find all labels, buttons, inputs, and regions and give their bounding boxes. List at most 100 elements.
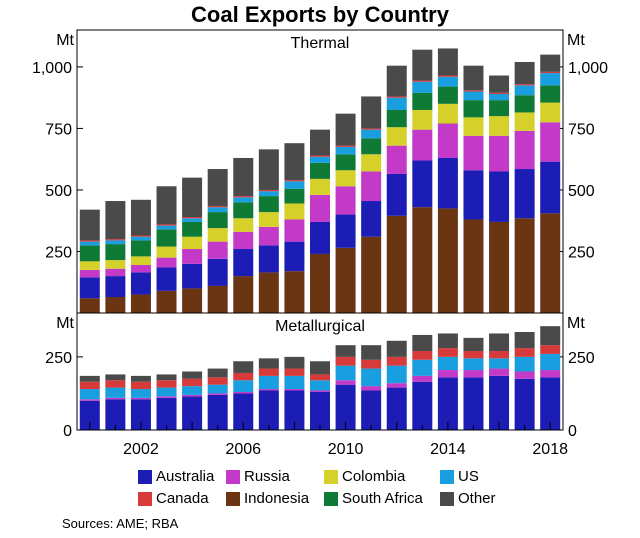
y-tick-label-left: 750	[45, 121, 72, 138]
bar-segment-metallurgical-australia-2002	[130, 399, 151, 430]
legend-item-australia: Australia	[138, 468, 214, 485]
bar-segment-thermal-indonesia-2001	[105, 297, 126, 313]
bar-segment-thermal-other-2013	[412, 49, 433, 81]
bar-segment-thermal-south-africa-2003	[156, 229, 177, 247]
bar-segment-thermal-australia-2001	[105, 276, 126, 298]
bar-segment-metallurgical-russia-2014	[437, 370, 458, 378]
legend-item-indonesia: Indonesia	[226, 490, 309, 507]
bar-segment-metallurgical-russia-2009	[310, 390, 330, 392]
bar-segment-metallurgical-russia-2002	[130, 397, 151, 400]
bar-segment-thermal-us-2011	[361, 129, 382, 139]
bar-segment-metallurgical-us-2013	[412, 359, 433, 376]
bar-segment-thermal-south-africa-2018	[540, 85, 561, 103]
bar-segment-thermal-other-2010	[335, 113, 356, 146]
bar-segment-metallurgical-us-2014	[437, 356, 458, 371]
bar-segment-thermal-other-2006	[233, 157, 254, 197]
bar-segment-thermal-canada-2002	[130, 235, 151, 237]
bar-segment-thermal-other-2000	[79, 209, 100, 241]
legend-label-other: Other	[458, 490, 496, 507]
bar-segment-metallurgical-russia-2003	[156, 396, 177, 398]
bar-segment-metallurgical-russia-2001	[105, 397, 126, 400]
bar-segment-thermal-south-africa-2017	[514, 95, 535, 113]
y-unit-right-metallurgical: Mt	[567, 315, 585, 332]
bar-segment-thermal-colombia-2015	[463, 117, 484, 136]
bar-segment-thermal-australia-2015	[463, 170, 484, 220]
y-tick-label-right: 750	[568, 121, 595, 138]
bar-segment-thermal-us-2013	[412, 81, 433, 93]
bar-segment-metallurgical-us-2008	[284, 375, 305, 390]
bar-segment-thermal-canada-2013	[412, 80, 433, 82]
bar-segment-metallurgical-australia-2006	[233, 393, 254, 430]
bar-segment-metallurgical-canada-2010	[335, 356, 356, 366]
bar-segment-thermal-south-africa-2010	[335, 154, 356, 171]
bar-segment-thermal-australia-2014	[437, 157, 458, 209]
bar-segment-metallurgical-us-2005	[207, 384, 228, 394]
bar-segment-thermal-south-africa-2007	[258, 196, 279, 213]
bar-segment-metallurgical-us-2012	[386, 365, 407, 384]
panel-title-thermal: Thermal	[291, 35, 350, 52]
bar-segment-thermal-colombia-2011	[361, 154, 382, 172]
bar-segment-thermal-us-2018	[540, 73, 561, 86]
bar-segment-thermal-russia-2018	[540, 122, 561, 162]
bar-segment-metallurgical-us-2010	[335, 365, 356, 381]
bar-segment-thermal-indonesia-2008	[284, 271, 305, 313]
bar-segment-metallurgical-australia-2007	[258, 390, 279, 430]
legend-label-south-africa: South Africa	[342, 490, 423, 507]
bar-segment-thermal-us-2014	[437, 76, 458, 87]
bar-segment-metallurgical-us-2016	[489, 358, 510, 369]
bar-segment-metallurgical-other-2002	[130, 375, 151, 382]
bar-segment-thermal-canada-2012	[386, 96, 407, 98]
bar-segment-metallurgical-us-2018	[540, 353, 561, 371]
bar-segment-metallurgical-australia-2004	[182, 396, 203, 430]
bar-segment-thermal-us-2009	[310, 156, 330, 163]
bar-segment-metallurgical-russia-2013	[412, 375, 433, 382]
bar-segment-thermal-other-2004	[182, 177, 203, 218]
x-tick-label: 2014	[430, 441, 466, 458]
bar-segment-thermal-canada-2014	[437, 75, 458, 77]
bar-segment-thermal-russia-2014	[437, 123, 458, 158]
bar-segment-thermal-canada-2018	[540, 71, 561, 74]
bar-segment-thermal-indonesia-2003	[156, 290, 177, 313]
bar-segment-metallurgical-canada-2012	[386, 356, 407, 366]
bar-segment-metallurgical-other-2009	[310, 361, 330, 375]
bar-segment-metallurgical-us-2017	[514, 356, 535, 372]
bar-segment-metallurgical-other-2006	[233, 361, 254, 373]
x-tick-label: 2018	[532, 441, 568, 458]
bar-segment-metallurgical-us-2009	[310, 380, 330, 391]
bar-segment-metallurgical-russia-2006	[233, 391, 254, 394]
bar-segment-thermal-russia-2007	[258, 226, 279, 246]
bar-segment-thermal-indonesia-2006	[233, 276, 254, 313]
bar-segment-metallurgical-canada-2015	[463, 351, 484, 359]
bar-segment-metallurgical-canada-2000	[79, 381, 100, 390]
bar-segment-metallurgical-other-2005	[207, 368, 228, 378]
bar-segment-thermal-other-2014	[437, 48, 458, 76]
bar-segment-metallurgical-other-2001	[105, 374, 126, 381]
bar-segment-metallurgical-us-2001	[105, 387, 126, 398]
bar-segment-metallurgical-russia-2008	[284, 389, 305, 391]
bar-segment-metallurgical-australia-2013	[412, 381, 433, 430]
bar-segment-thermal-us-2005	[207, 207, 228, 213]
y-tick-label-right: 250	[568, 350, 595, 367]
bar-segment-metallurgical-canada-2001	[105, 380, 126, 388]
bar-segment-thermal-russia-2009	[310, 194, 330, 222]
bar-segment-thermal-russia-2002	[130, 265, 151, 273]
bar-segment-thermal-indonesia-2016	[489, 221, 510, 313]
bar-segment-thermal-australia-2009	[310, 221, 330, 254]
x-tick-label: 2010	[328, 441, 364, 458]
bar-segment-thermal-us-2007	[258, 191, 279, 197]
bar-segment-thermal-australia-2005	[207, 258, 228, 286]
bar-segment-thermal-us-2006	[233, 197, 254, 203]
bar-segment-metallurgical-us-2002	[130, 389, 151, 398]
bar-segment-metallurgical-russia-2011	[361, 386, 382, 391]
bar-segment-thermal-australia-2004	[182, 263, 203, 289]
y-tick-label-left: 0	[63, 423, 72, 440]
bar-segment-thermal-us-2012	[386, 97, 407, 110]
bar-segment-thermal-other-2015	[463, 65, 484, 91]
bar-segment-metallurgical-russia-2010	[335, 380, 356, 385]
bar-segment-thermal-russia-2004	[182, 249, 203, 264]
bar-segment-metallurgical-canada-2003	[156, 380, 177, 388]
bar-segment-metallurgical-other-2000	[79, 375, 100, 382]
bar-segment-thermal-south-africa-2000	[79, 245, 100, 262]
bar-segment-metallurgical-russia-2017	[514, 371, 535, 379]
bar-segment-metallurgical-other-2018	[540, 326, 561, 346]
